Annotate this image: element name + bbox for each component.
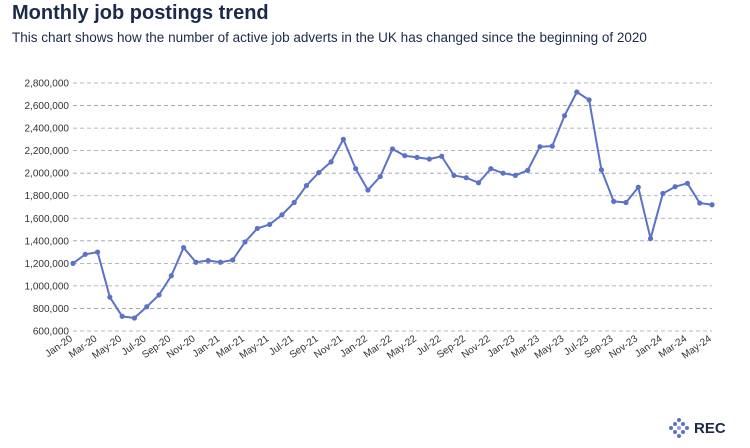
data-point <box>611 198 617 204</box>
gridlines <box>73 82 712 332</box>
data-point <box>439 153 445 159</box>
x-tick-label: Nov-23 <box>607 333 640 361</box>
data-point <box>684 180 691 186</box>
data-point <box>205 257 211 264</box>
data-point <box>500 170 506 176</box>
data-point <box>402 153 408 159</box>
y-tick-label: 2,400,000 <box>25 124 70 135</box>
data-point <box>709 202 715 208</box>
data-point <box>598 167 605 173</box>
data-point <box>267 221 273 228</box>
data-point <box>697 200 703 206</box>
data-point <box>230 257 236 263</box>
data-point <box>414 154 420 160</box>
data-point <box>353 166 359 172</box>
data-point <box>623 199 629 206</box>
y-tick-label: 1,800,000 <box>25 191 70 202</box>
data-point <box>549 143 555 149</box>
y-axis-labels: 600,000 800,000 1,000,000 1,200,000 1,400,00… <box>25 79 70 338</box>
data-point <box>377 173 383 180</box>
data-point <box>647 235 654 242</box>
y-tick-label: 1,200,000 <box>25 259 70 270</box>
data-point <box>156 292 162 298</box>
x-tick-label: Nov-21 <box>312 333 345 361</box>
x-axis-labels: Jan-20Mar-20May-20Jul-20Sep-20Nov-20Jan-… <box>43 333 714 361</box>
data-point <box>82 251 88 257</box>
data-point <box>316 170 322 176</box>
data-point <box>451 172 457 179</box>
data-point <box>635 184 641 190</box>
series-job-adverts <box>70 89 715 321</box>
data-point <box>365 187 371 193</box>
data-point <box>168 273 174 279</box>
data-point <box>488 166 494 172</box>
data-point <box>193 259 199 265</box>
data-point <box>660 190 666 197</box>
data-point <box>242 239 248 245</box>
data-point <box>475 180 482 186</box>
chart-title: Monthly job postings trend <box>12 2 269 24</box>
y-tick-label: 800,000 <box>33 304 70 315</box>
y-tick-label: 1,600,000 <box>25 214 70 225</box>
data-point <box>512 172 518 179</box>
rec-logo: REC <box>668 417 726 439</box>
series-line <box>72 91 713 320</box>
x-tick-label: Nov-20 <box>165 333 198 361</box>
data-point <box>340 136 346 142</box>
data-point <box>463 175 469 181</box>
data-point <box>119 313 125 319</box>
data-point <box>586 97 592 103</box>
data-point <box>537 144 543 150</box>
x-tick-label: Nov-22 <box>460 333 493 361</box>
data-point <box>279 212 285 218</box>
data-point <box>70 260 76 266</box>
data-point <box>561 113 568 119</box>
y-tick-label: 1,400,000 <box>25 236 70 247</box>
y-tick-label: 2,000,000 <box>25 169 70 180</box>
y-tick-label: 2,600,000 <box>25 101 70 112</box>
data-point <box>303 182 310 189</box>
brand-name: REC <box>694 419 726 437</box>
data-point <box>389 146 396 152</box>
data-point <box>525 167 531 173</box>
y-tick-label: 2,200,000 <box>25 146 70 157</box>
rec-diamond-dots-icon <box>669 418 689 438</box>
chart-subtitle: This chart shows how the number of activ… <box>12 30 647 45</box>
data-point <box>180 244 187 251</box>
data-point <box>131 315 138 321</box>
data-point <box>144 304 150 310</box>
y-tick-label: 600,000 <box>33 327 70 338</box>
data-point <box>328 159 334 165</box>
data-point <box>94 249 101 255</box>
data-point <box>426 156 432 162</box>
y-tick-label: 1,000,000 <box>25 281 70 292</box>
data-point <box>107 294 113 300</box>
data-point <box>574 89 580 95</box>
data-point <box>217 259 224 265</box>
data-point <box>254 225 260 232</box>
data-point <box>672 184 678 190</box>
data-point <box>291 199 297 206</box>
y-tick-label: 2,800,000 <box>25 79 70 90</box>
